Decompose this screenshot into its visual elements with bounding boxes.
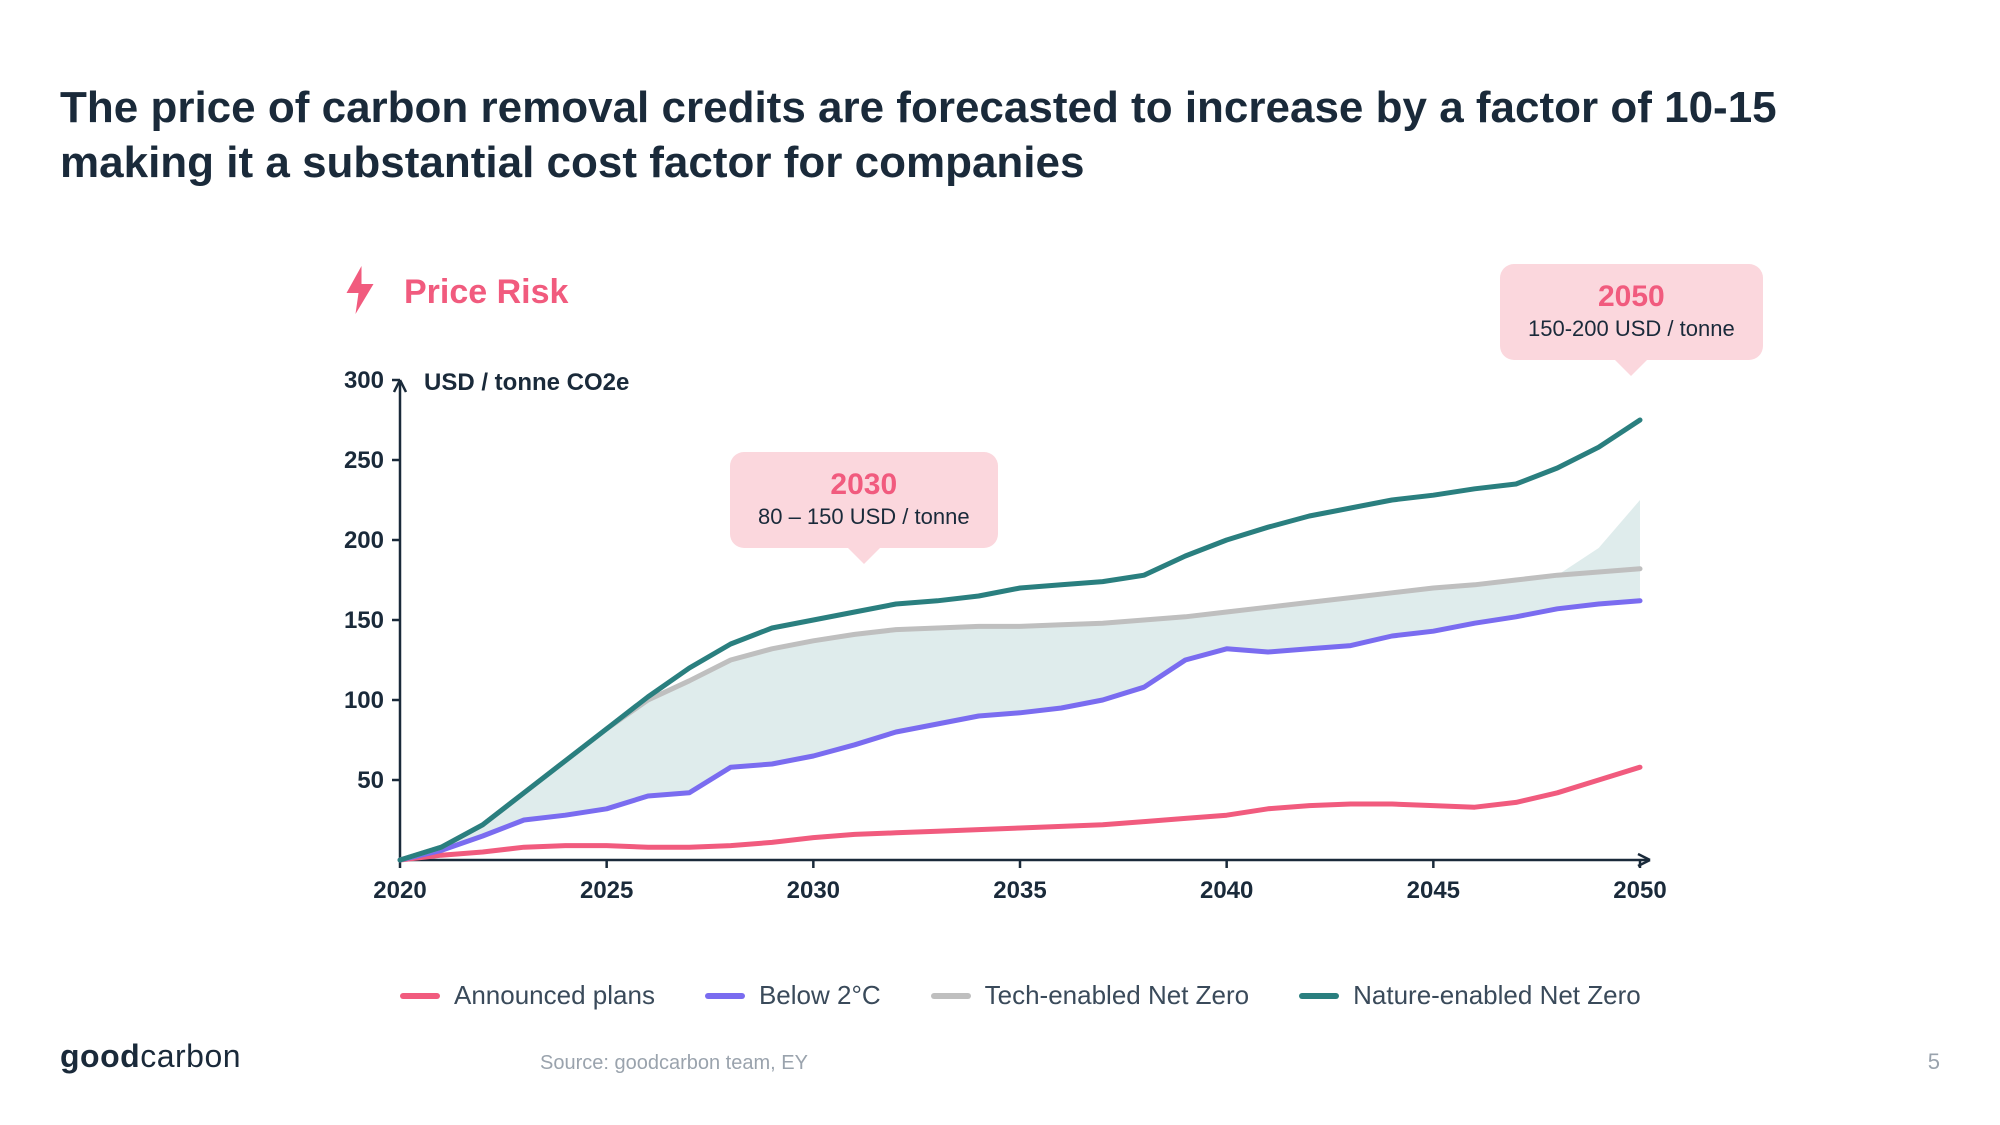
callout-range: 80 – 150 USD / tonne [758,504,970,530]
callout-range: 150-200 USD / tonne [1528,316,1735,342]
brand-bold: good [60,1038,140,1074]
y-tick-label: 100 [344,687,384,714]
x-tick-label: 2040 [1200,877,1253,904]
slide-title: The price of carbon removal credits are … [60,80,1940,190]
x-tick-label: 2030 [787,877,840,904]
legend-swatch [1299,993,1339,999]
legend-label: Announced plans [454,980,655,1011]
y-tick-label: 200 [344,527,384,554]
legend-item: Nature-enabled Net Zero [1299,980,1641,1011]
source-text: Source: goodcarbon team, EY [540,1052,808,1075]
brand-light: carbon [140,1038,241,1074]
legend: Announced plans Below 2°C Tech-enabled Net… [400,980,1900,1011]
legend-label: Tech-enabled Net Zero [985,980,1249,1011]
y-tick-label: 150 [344,607,384,634]
callout-2030: 203080 – 150 USD / tonne [730,452,998,548]
x-tick-label: 2050 [1613,877,1666,904]
y-tick-label: 250 [344,447,384,474]
subtitle-text: Price Risk [404,273,568,312]
legend-item: Tech-enabled Net Zero [931,980,1249,1011]
callout-year: 2050 [1528,280,1735,314]
y-tick-label: 50 [357,767,384,794]
legend-item: Announced plans [400,980,655,1011]
x-tick-label: 2020 [373,877,426,904]
legend-label: Nature-enabled Net Zero [1353,980,1641,1011]
legend-label: Below 2°C [759,980,881,1011]
x-tick-label: 2045 [1407,877,1460,904]
y-axis-title: USD / tonne CO2e [424,370,629,396]
callout-year: 2030 [758,468,970,502]
subtitle-row: Price Risk [340,266,568,319]
bolt-icon [340,266,380,319]
legend-swatch [931,993,971,999]
callout-2050: 2050150-200 USD / tonne [1500,264,1763,360]
legend-item: Below 2°C [705,980,881,1011]
y-tick-label: 300 [344,370,384,394]
legend-swatch [400,993,440,999]
legend-swatch [705,993,745,999]
brand-logo: goodcarbon [60,1038,241,1075]
page-number: 5 [1928,1049,1940,1075]
x-tick-label: 2025 [580,877,633,904]
x-tick-label: 2035 [993,877,1046,904]
